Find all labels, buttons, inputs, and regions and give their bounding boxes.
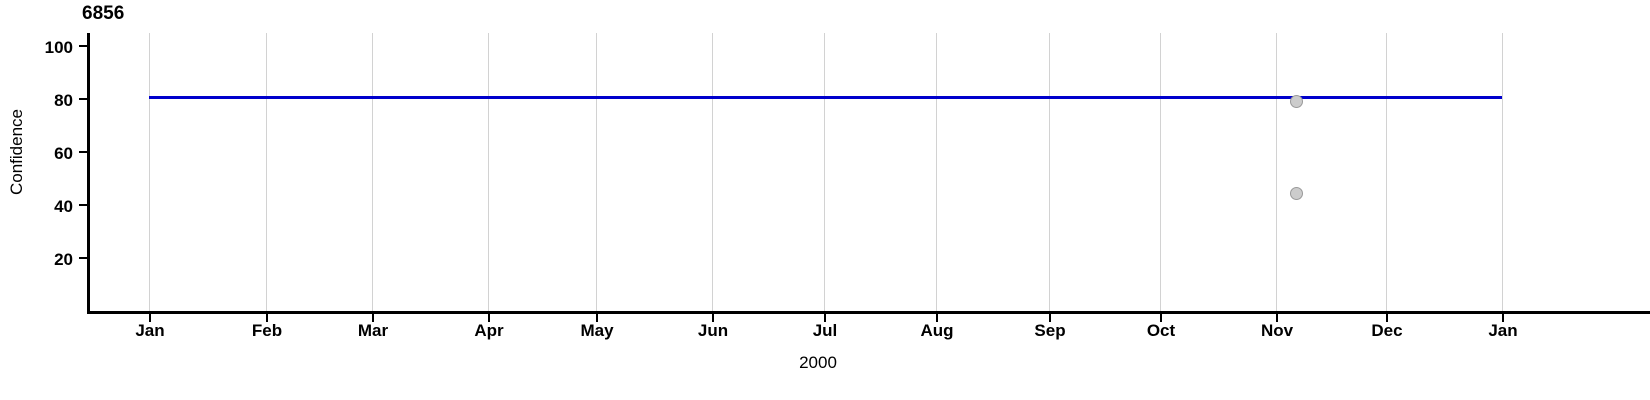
x-tick-mark bbox=[149, 314, 151, 322]
gridline-vertical bbox=[266, 33, 267, 311]
x-tick-label: Oct bbox=[1146, 321, 1176, 340]
gridline-vertical bbox=[1049, 33, 1050, 311]
gridline-vertical bbox=[1386, 33, 1387, 311]
x-tick-mark bbox=[1276, 314, 1278, 322]
x-tick-label: Dec bbox=[1371, 321, 1403, 340]
x-tick-mark bbox=[266, 314, 268, 322]
x-tick-label: Sep bbox=[1034, 321, 1066, 340]
x-tick-mark bbox=[596, 314, 598, 322]
x-tick-mark bbox=[1386, 314, 1388, 322]
x-tick-label: Apr bbox=[474, 321, 504, 340]
x-tick-label: Mar bbox=[357, 321, 389, 340]
x-tick-mark bbox=[712, 314, 714, 322]
x-axis-title: 2000 bbox=[799, 353, 837, 372]
gridline-vertical bbox=[1276, 33, 1277, 311]
y-tick-label: 100 bbox=[44, 38, 73, 57]
x-tick-label: Jul bbox=[812, 321, 838, 340]
x-tick-mark bbox=[1049, 314, 1051, 322]
x-tick-label: Jan bbox=[135, 321, 165, 340]
x-tick-label: Nov bbox=[1260, 321, 1294, 340]
y-tick-label: 60 bbox=[54, 144, 73, 163]
x-tick-label: Jan bbox=[1488, 321, 1518, 340]
gridline-vertical bbox=[149, 33, 150, 311]
y-axis-title: Confidence bbox=[7, 109, 26, 196]
gridline-vertical bbox=[1160, 33, 1161, 311]
chart-title: 6856 bbox=[82, 3, 125, 24]
gridline-vertical bbox=[372, 33, 373, 311]
x-tick-mark bbox=[936, 314, 938, 322]
x-tick-label: Aug bbox=[920, 321, 954, 340]
gridline-vertical bbox=[712, 33, 713, 311]
y-tick-mark bbox=[79, 45, 87, 47]
y-tick-mark bbox=[79, 151, 87, 153]
gridline-vertical bbox=[824, 33, 825, 311]
x-tick-mark bbox=[1502, 314, 1504, 322]
x-axis-line bbox=[88, 311, 1650, 314]
data-point[interactable] bbox=[1290, 187, 1303, 200]
y-tick-label: 40 bbox=[54, 197, 73, 216]
x-tick-mark bbox=[372, 314, 374, 322]
gridline-vertical bbox=[1502, 33, 1503, 311]
y-tick-label: 80 bbox=[54, 91, 73, 110]
x-tick-mark bbox=[824, 314, 826, 322]
x-tick-label: Feb bbox=[251, 321, 283, 340]
x-tick-label: Jun bbox=[697, 321, 729, 340]
data-point[interactable] bbox=[1290, 95, 1303, 108]
x-tick-mark bbox=[488, 314, 490, 322]
y-tick-label: 20 bbox=[54, 250, 73, 269]
gridline-vertical bbox=[596, 33, 597, 311]
y-tick-mark bbox=[79, 98, 87, 100]
x-tick-mark bbox=[1160, 314, 1162, 322]
threshold-line bbox=[149, 96, 1502, 99]
gridline-vertical bbox=[936, 33, 937, 311]
gridline-vertical bbox=[488, 33, 489, 311]
y-tick-mark bbox=[79, 257, 87, 259]
y-axis-line bbox=[87, 33, 90, 314]
x-tick-label: May bbox=[580, 321, 614, 340]
y-tick-mark bbox=[79, 204, 87, 206]
